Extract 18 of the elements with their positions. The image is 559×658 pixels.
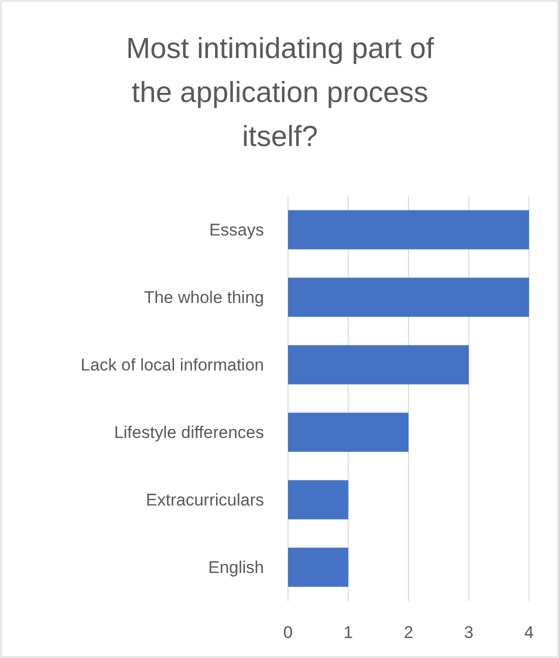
x-tick-label: 3 — [464, 623, 474, 642]
y-tick-label: Lack of local information — [80, 356, 264, 375]
y-tick-label: English — [208, 558, 264, 578]
bar — [288, 345, 469, 384]
x-tick-label: 0 — [283, 623, 293, 642]
bar — [288, 480, 348, 520]
x-tick-label: 2 — [404, 623, 414, 642]
bar — [288, 210, 529, 250]
chart-title: Most intimidating part of the application process itself? — [126, 33, 435, 153]
x-tick-label: 4 — [524, 623, 534, 642]
y-tick-label: Essays — [209, 220, 264, 240]
x-tick-label: 1 — [344, 623, 353, 642]
y-tick-label: Extracurriculars — [146, 490, 264, 510]
bar — [288, 548, 348, 587]
bar — [288, 412, 408, 452]
y-tick-label: The whole thing — [144, 288, 264, 308]
bar — [288, 278, 529, 317]
y-tick-label: Lifestyle differences — [114, 423, 264, 442]
